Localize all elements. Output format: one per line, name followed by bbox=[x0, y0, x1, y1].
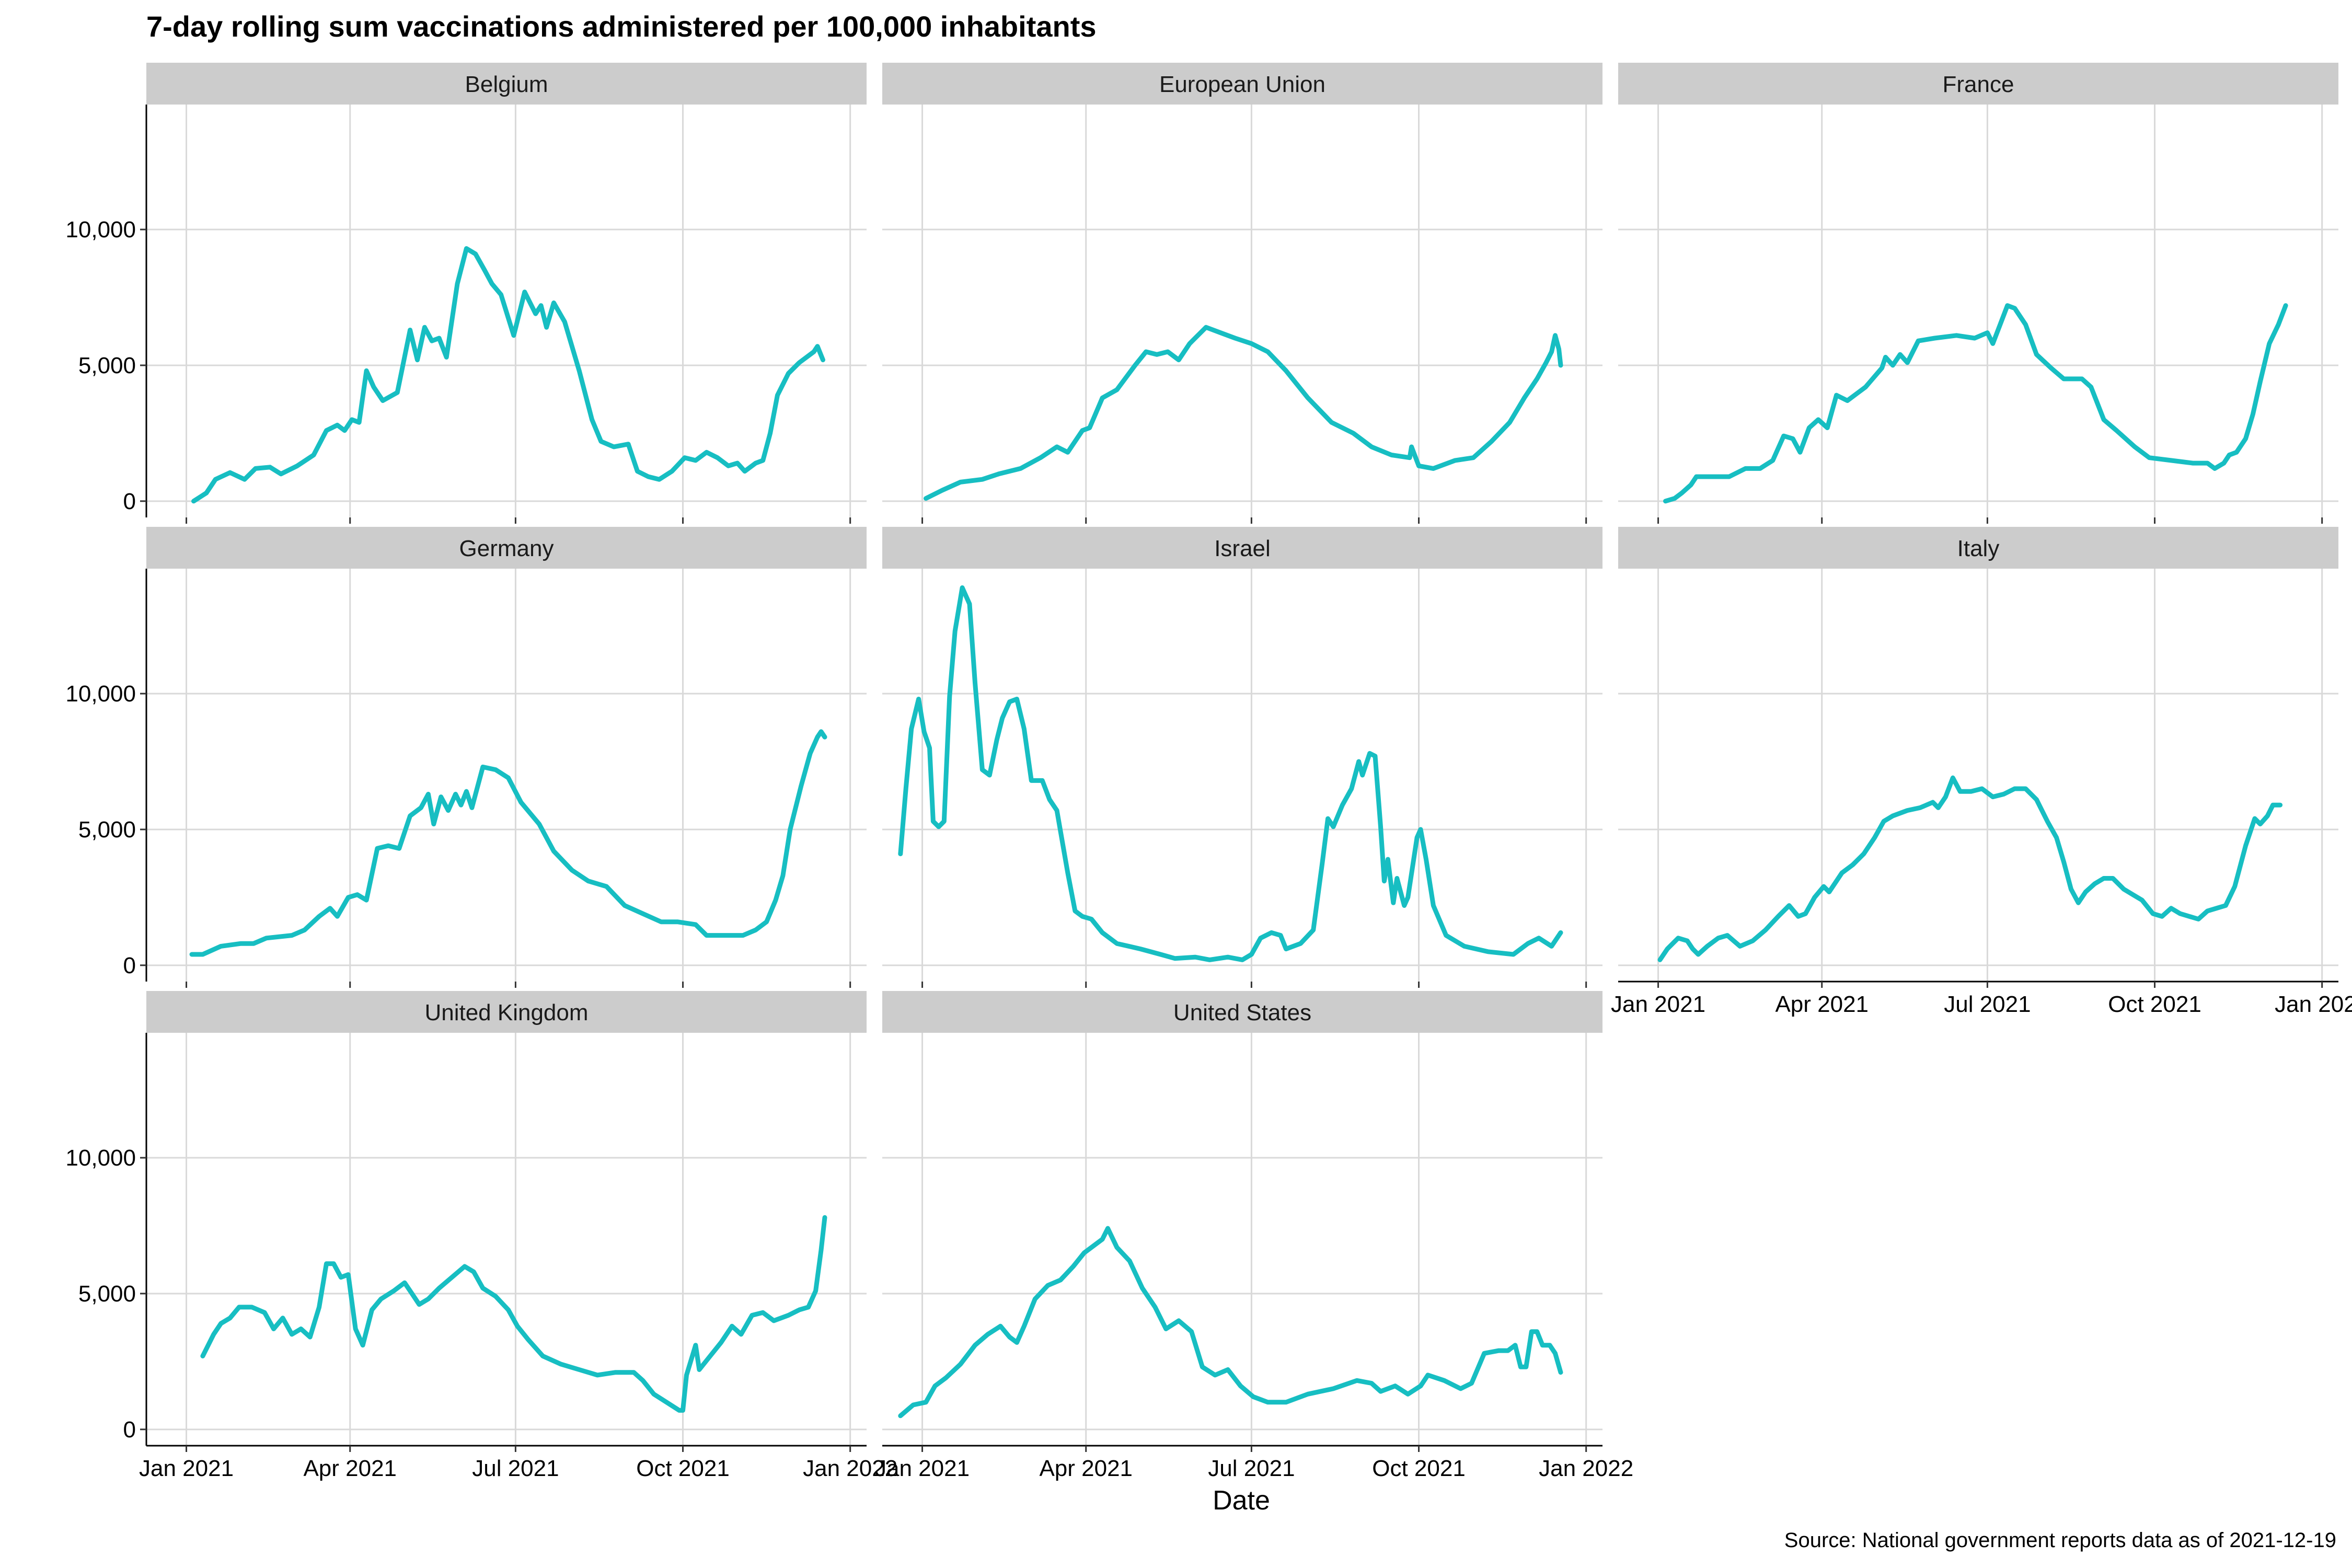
panel-belgium: Belgium 0 5,000 10,000 bbox=[65, 63, 867, 524]
strip-label: Israel bbox=[1214, 536, 1271, 561]
panel-france: France bbox=[1618, 63, 2338, 524]
y-tick-label: 10,000 bbox=[65, 1145, 136, 1171]
y-tick-label: 0 bbox=[123, 489, 136, 514]
x-tick-label: Jan 2022 bbox=[1539, 1456, 1633, 1481]
y-tick-label: 5,000 bbox=[78, 353, 136, 378]
strip-label: Italy bbox=[1957, 536, 2000, 561]
strip-label: Germany bbox=[459, 536, 554, 561]
strip bbox=[882, 991, 1602, 1033]
panel-italy: Italy Jan 2021 Apr 2021 Jul 2021 Oct 2021 Jan… bbox=[1611, 527, 2352, 1017]
x-tick-label: Oct 2021 bbox=[2108, 991, 2201, 1017]
panel-united-states: United States Jan 2021 Apr 2021 Jul 2021 Oct… bbox=[875, 991, 1633, 1481]
y-tick-label: 0 bbox=[123, 1417, 136, 1443]
strip bbox=[882, 527, 1602, 569]
x-tick-label: Oct 2021 bbox=[636, 1456, 730, 1481]
strip bbox=[882, 63, 1602, 105]
chart-title: 7-day rolling sum vaccinations administe… bbox=[146, 10, 1096, 43]
y-tick-label: 5,000 bbox=[78, 817, 136, 843]
series-line-united-kingdom bbox=[200, 1215, 827, 1413]
panel-israel: Israel bbox=[882, 527, 1602, 988]
strip bbox=[146, 63, 867, 105]
panels: Belgium 0 5,000 10,000 European Union France G… bbox=[65, 63, 2352, 1481]
strip bbox=[146, 527, 867, 569]
strip-label: United Kingdom bbox=[424, 1000, 588, 1025]
panel-european-union: European Union bbox=[882, 63, 1602, 524]
x-tick-label: Oct 2021 bbox=[1372, 1456, 1466, 1481]
series-line-italy bbox=[1657, 775, 2283, 962]
strip bbox=[1618, 527, 2338, 569]
series-line-germany bbox=[189, 729, 827, 957]
strip bbox=[146, 991, 867, 1033]
x-tick-label: Apr 2021 bbox=[1775, 991, 1869, 1017]
x-tick-label: Jul 2021 bbox=[1208, 1456, 1295, 1481]
y-tick-label: 10,000 bbox=[65, 681, 136, 707]
strip-label: Belgium bbox=[465, 72, 548, 97]
x-tick-label: Jan 2021 bbox=[1611, 991, 1705, 1017]
series-line-european-union bbox=[924, 325, 1563, 501]
series-line-israel bbox=[898, 585, 1563, 962]
series-line-belgium bbox=[191, 246, 825, 504]
x-tick-label: Apr 2021 bbox=[1039, 1456, 1133, 1481]
series-line-france bbox=[1663, 303, 2288, 504]
x-tick-label: Jul 2021 bbox=[1944, 991, 2031, 1017]
panel-germany: Germany 0 5,000 10,000 bbox=[65, 527, 867, 988]
y-tick-label: 5,000 bbox=[78, 1281, 136, 1307]
strip-label: United States bbox=[1173, 1000, 1311, 1025]
panel-united-kingdom: United Kingdom 0 5,000 10,000 Jan 2021 Apr 20… bbox=[65, 991, 897, 1481]
y-tick-label: 10,000 bbox=[65, 217, 136, 243]
caption: Source: National government reports data… bbox=[1784, 1529, 2336, 1552]
strip-label: France bbox=[1943, 72, 2014, 97]
x-tick-label: Apr 2021 bbox=[303, 1456, 397, 1481]
strip-label: European Union bbox=[1159, 72, 1325, 97]
x-tick-label: Jan 2022 bbox=[2275, 991, 2352, 1017]
strip bbox=[1618, 63, 2338, 105]
y-tick-label: 0 bbox=[123, 953, 136, 978]
x-tick-label: Jan 2021 bbox=[875, 1456, 970, 1481]
series-line-united-states bbox=[898, 1226, 1563, 1419]
x-tick-label: Jan 2022 bbox=[803, 1456, 897, 1481]
x-axis-title: Date bbox=[1213, 1485, 1270, 1516]
x-tick-label: Jul 2021 bbox=[472, 1456, 559, 1481]
x-tick-label: Jan 2021 bbox=[139, 1456, 234, 1481]
